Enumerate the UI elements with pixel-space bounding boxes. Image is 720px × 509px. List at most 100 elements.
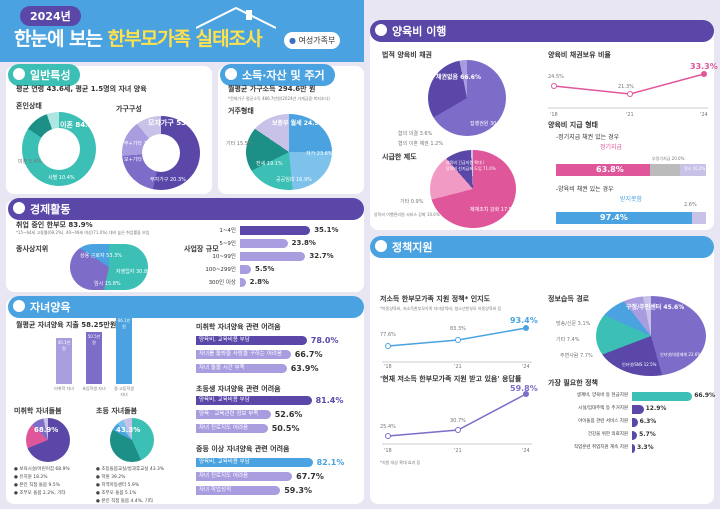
economy-summary: 취업 중인 한부모 83.9%: [16, 221, 93, 229]
payment-type-title: 양육비 지급 형태: [548, 121, 598, 129]
aware-val-21: 83.3%: [450, 326, 466, 332]
spending-bar: [86, 332, 102, 384]
need-bar: [632, 418, 638, 427]
size-bar: [240, 278, 246, 287]
difficulty-label: 양육비, 교육비용 부담: [199, 397, 250, 403]
claim-year-18: '18: [550, 112, 558, 118]
care-legend-item: ● 조부모 돌봄 5.1%: [96, 491, 137, 496]
info-path-d: 주변사람 7.7%: [560, 353, 593, 359]
family-mother-other: 모+기타 15.2%: [124, 157, 160, 163]
need-label: 건강을 위한 의료지원: [587, 432, 628, 437]
size-bar: [240, 226, 311, 235]
spending-value: 66.1만원: [117, 318, 131, 329]
support-section-header: 양육비 이행: [370, 20, 714, 42]
info-path-c: 인터넷/SNS 12.5%: [622, 362, 657, 367]
payment-sub1: -정기지급 채권 있는 경우: [556, 134, 620, 141]
difficulty-bar: [196, 424, 268, 433]
status-pie: [70, 244, 148, 290]
middle-difficulty-title: 중등 이상 자녀양육 관련 어려움: [196, 445, 290, 453]
elementary-care-main: 43.3%: [116, 426, 141, 434]
page-title: 한눈에 보는 한부모가족 실태조사: [14, 24, 263, 51]
status-title: 종사상지위: [16, 245, 49, 253]
aware-year-18: '18: [384, 364, 392, 370]
recv-point-21: [455, 427, 461, 433]
difficulty-bar: [196, 472, 293, 481]
house-icon: [195, 6, 277, 30]
aware-year-21: '21: [454, 364, 462, 370]
family-father-other: 부+기타 11.0%: [124, 141, 160, 147]
housing-own: 자가 23.6%: [306, 151, 333, 157]
awareness-title: 저소득 한부모가족 지원 정책* 인지도: [380, 295, 491, 303]
size-value: 23.8%: [291, 239, 316, 247]
housing-pie: [246, 114, 332, 190]
child-section-header: 자녀양육: [8, 296, 364, 318]
housing-other: 기타 15.5%: [226, 141, 253, 147]
need-label: 아이돌봄 관련 서비스 지원: [578, 419, 628, 424]
payment-sub2: -양육비 채권 있는 경우: [556, 186, 614, 193]
preschool-care-title: 미취학 자녀돌봄: [14, 407, 62, 415]
difficulty-label: 자녀를 돌봐줄 사람을 구하는 어려움: [199, 351, 282, 357]
care-legend-item: ● 보육시설/어린이집 68.9%: [14, 467, 70, 472]
legal-claim-d: 협의 이혼 채권 1.2%: [398, 141, 444, 147]
spending-value: 45.1만원: [57, 340, 71, 351]
recv-point-18: [385, 433, 391, 439]
need-value: 3.3%: [636, 444, 654, 451]
payment-unpaid-val: 97.4%: [600, 213, 628, 222]
difficulty-bar: [196, 410, 271, 419]
urgent-system-b: 제재조치 강화 17.5%: [470, 207, 517, 213]
info-path-main: 구청/주민센터 45.6%: [626, 304, 685, 311]
income-summary: 월평균 가구소득 294.6만 원: [228, 85, 316, 93]
difficulty-label: 양육비, 교육비용 부담: [199, 337, 250, 343]
size-value: 2.8%: [249, 278, 270, 286]
spending-label: 미취학 자녀: [54, 386, 74, 391]
elementary-difficulty-title: 초등생 자녀양육 관련 어려움: [196, 385, 281, 393]
need-bar: [632, 392, 693, 401]
marital-pie-hole: [38, 128, 80, 170]
payment-unpaid-label: 받지못함: [620, 196, 643, 203]
aware-point-24: [523, 325, 529, 331]
legal-claim-pie: [428, 60, 506, 136]
receiving-note: *지원 대상 확대 효과 등: [380, 460, 421, 465]
difficulty-label: 양육 · 교육관련 정보 부족: [199, 411, 259, 417]
difficulty-label: 양육비, 교육비용 부담: [199, 459, 250, 465]
need-label: 직업훈련 취업지원 계속 지원: [574, 445, 628, 450]
payment-other-bar: [692, 212, 706, 224]
care-legend-item: ● 지역아동센터 5.9%: [96, 483, 140, 488]
housing-jeonse: 보증부 월세 24.9%: [272, 120, 325, 127]
needed-policy-title: 가장 필요한 정책: [548, 379, 598, 387]
support-panel: [370, 24, 714, 230]
info-path-f: 방송/신문 3.1%: [556, 321, 591, 327]
recv-val-24: 59.8%: [510, 384, 538, 393]
payment-lump-bar: [680, 164, 706, 176]
status-temp: 임시 15.8%: [94, 281, 121, 287]
difficulty-value: 66.7%: [294, 350, 323, 359]
marital-divorce: 이혼 84.2%: [60, 121, 100, 129]
info-path-e: 기타 7.4%: [556, 337, 580, 343]
difficulty-value: 78.0%: [310, 336, 339, 345]
spending-bar: [56, 338, 72, 384]
recv-val-18: 25.4%: [380, 424, 396, 430]
payment-regular-label: 정기지급: [600, 144, 623, 151]
family-father: 부자가구 20.3%: [150, 177, 186, 183]
marital-bereaved: 사별 10.4%: [48, 175, 75, 181]
need-label: 생계비, 양육비 등 현금지원: [576, 393, 628, 398]
difficulty-label: 자녀 돌볼 시간 부족: [199, 365, 245, 371]
claim-year-21: '21: [626, 112, 634, 118]
aware-year-24: '24: [522, 364, 530, 370]
claim-ratio-line: [548, 71, 708, 109]
recv-point-24: [523, 391, 529, 397]
general-summary: 평균 연령 43.6세, 평균 1.5명의 자녀 양육: [16, 85, 147, 93]
spending-value: 50.5만원: [87, 334, 101, 345]
payment-irregular-bar: [650, 164, 680, 176]
payment-unpaid-bar: [556, 212, 692, 224]
difficulty-label: 자녀 학업성적: [199, 487, 232, 493]
care-legend-item: ● 유치원 18.2%: [14, 475, 48, 480]
spending-label: 중·고등학생 자녀: [114, 386, 134, 397]
spending-bar: [116, 316, 132, 384]
elementary-care-title: 초등 자녀돌봄: [96, 407, 138, 415]
claim-val-21: 21.3%: [618, 84, 634, 90]
recv-year-21: '21: [454, 448, 462, 454]
status-regular: 상용 근로자 53.3%: [80, 253, 123, 259]
difficulty-value: 63.9%: [290, 364, 319, 373]
preschool-care-pie: [26, 418, 70, 462]
